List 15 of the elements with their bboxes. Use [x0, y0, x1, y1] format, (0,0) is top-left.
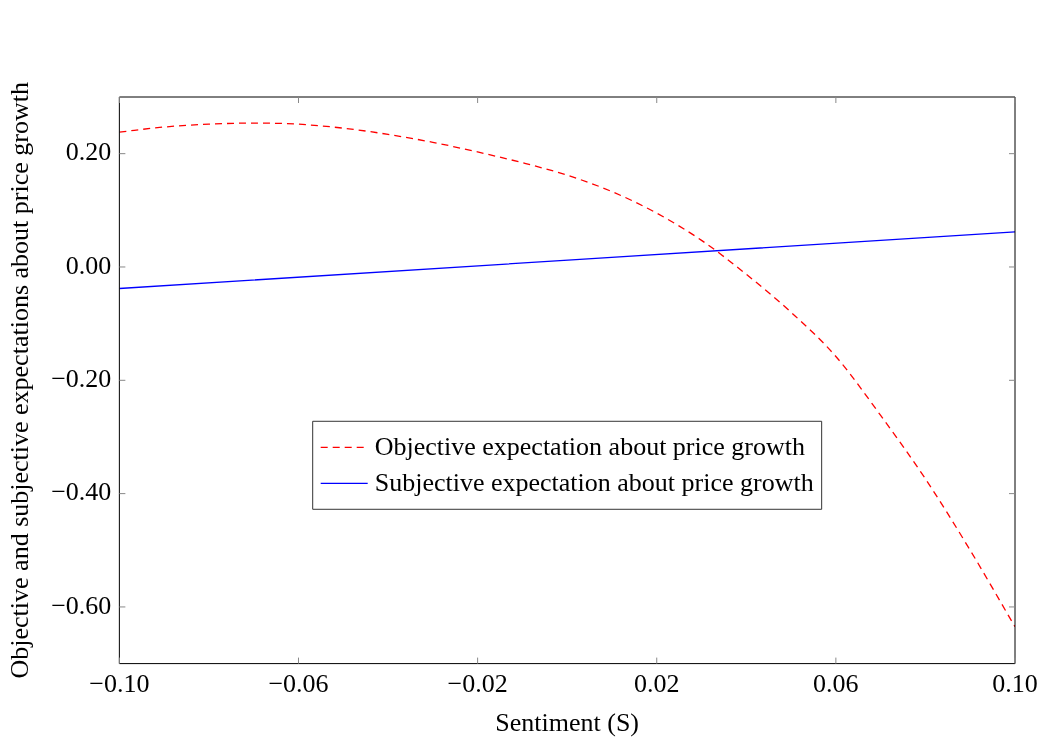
- y-tick-label: 0.00: [65, 250, 112, 280]
- y-tick-label: −0.40: [51, 477, 112, 507]
- x-tick-label: −0.06: [268, 669, 329, 699]
- y-tick-label: 0.20: [65, 137, 112, 167]
- legend-label: Objective expectation about price growth: [374, 432, 805, 462]
- legend-label: Subjective expectation about price growth: [374, 468, 814, 498]
- x-axis-title: Sentiment (S): [495, 708, 640, 738]
- x-tick-label: −0.10: [89, 669, 150, 699]
- x-tick-label: −0.02: [447, 669, 508, 699]
- x-tick-label: 0.10: [992, 669, 1038, 699]
- y-axis-title: Objective and subjective expectations about price growth: [5, 82, 35, 679]
- y-tick-label: −0.60: [51, 590, 112, 620]
- x-tick-label: 0.06: [813, 669, 859, 699]
- y-tick-label: −0.20: [51, 364, 112, 394]
- x-tick-label: 0.02: [634, 669, 680, 699]
